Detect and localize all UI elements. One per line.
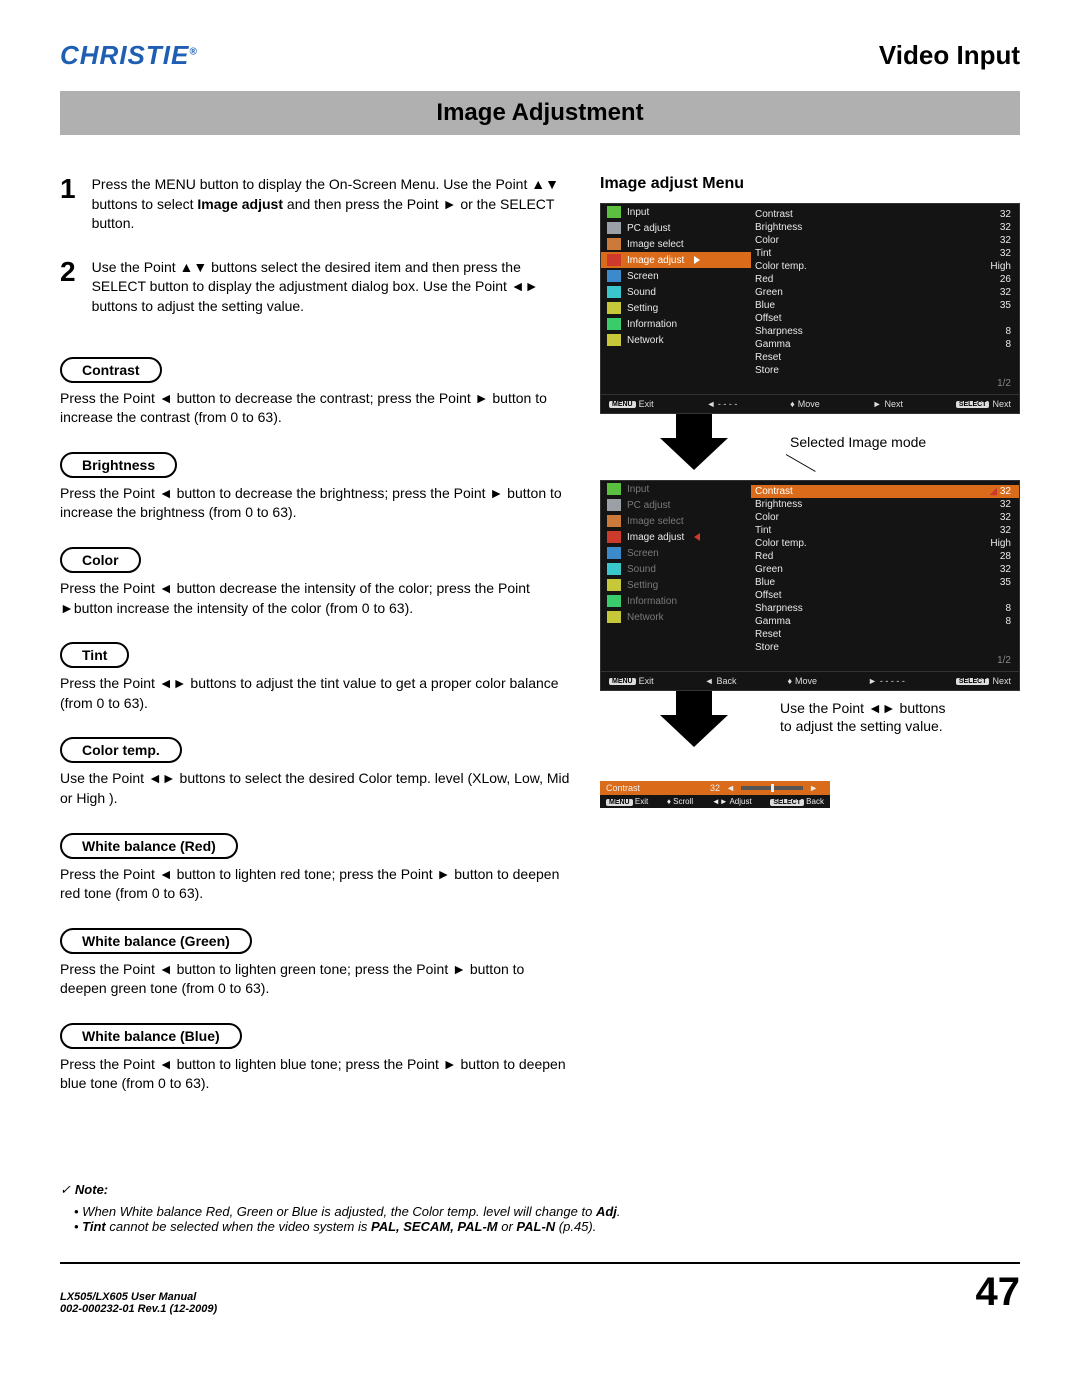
osd-menu-item: Screen [601,268,751,284]
page-number: 47 [976,1270,1021,1315]
osd-menu-item: Information [601,593,751,609]
osd-menu-item: Image select [601,513,751,529]
osd-param-row: Store [755,364,1011,377]
osd-param-row: Color32 [755,234,1011,247]
footer-info: LX505/LX605 User Manual 002-000232-01 Re… [60,1291,217,1315]
osd-menu-item: Input [601,204,751,220]
param-desc: Press the Point ◄ button to decrease the… [60,484,570,523]
param-pill: Color [60,547,141,573]
osd-param-row: Color temp.High [755,537,1011,550]
param-desc: Press the Point ◄ button to decrease the… [60,389,570,428]
osd-menu-item: Sound [601,284,751,300]
osd-param-row: Offset [755,589,1011,602]
osd-param-row: Color temp.High [755,260,1011,273]
osd-param-row: Blue35 [755,299,1011,312]
osd-param-row: Sharpness8 [755,602,1011,615]
param-desc: Press the Point ◄ button to lighten blue… [60,1055,570,1094]
note-item: Tint cannot be selected when the video s… [74,1219,1020,1234]
osd-adjustment-dialog: Contrast 32◄► MENU Exit ♦ Scroll ◄► Adju… [600,781,830,808]
osd-param-row: Blue35 [755,576,1011,589]
param-desc: Press the Point ◄► buttons to adjust the… [60,674,570,713]
param-pill: Contrast [60,357,162,383]
osd-param-row: Gamma8 [755,615,1011,628]
osd-menu-item: Setting [601,577,751,593]
osd-param-row: Contrast32 [755,208,1011,221]
osd-param-row: Color32 [755,511,1011,524]
osd-param-row: Store [755,641,1011,654]
param-pill: White balance (Green) [60,928,252,954]
osd-param-row: Reset [755,628,1011,641]
osd-param-row: Tint32 [755,247,1011,260]
param-pill: White balance (Red) [60,833,238,859]
osd-menu-item: Network [601,332,751,348]
param-pill: Tint [60,642,129,668]
osd-menu-item: Screen [601,545,751,561]
step-number: 1 [60,175,76,234]
osd-param-row: Brightness32 [755,221,1011,234]
note-block: Note: When White balance Red, Green or B… [60,1182,1020,1234]
step-text: Use the Point ▲▼ buttons select the desi… [92,258,570,317]
right-subhead: Image adjust Menu [600,175,1020,193]
osd-param-row: Green32 [755,286,1011,299]
osd-param-row: Gamma8 [755,338,1011,351]
note-item: When White balance Red, Green or Blue is… [74,1204,1020,1219]
osd-menu-item: Information [601,316,751,332]
osd-menu-item: Input [601,481,751,497]
osd-menu-item: Setting [601,300,751,316]
osd-menu-item: Image adjust [601,252,751,268]
osd-menu-item: Image adjust [601,529,751,545]
osd-screenshot-1: InputPC adjustImage selectImage adjustSc… [600,203,1020,414]
osd-param-row: Tint32 [755,524,1011,537]
osd-param-row: Offset [755,312,1011,325]
osd-menu-item: Network [601,609,751,625]
osd-menu-item: Sound [601,561,751,577]
param-desc: Use the Point ◄► buttons to select the d… [60,769,570,808]
osd-menu-item: PC adjust [601,497,751,513]
brand-logo: CHRISTIE® [60,40,198,71]
step-number: 2 [60,258,76,317]
osd-param-row: Sharpness8 [755,325,1011,338]
osd-menu-item: Image select [601,236,751,252]
param-pill: Brightness [60,452,177,478]
page-banner: Image Adjustment [60,91,1020,135]
osd-param-row: Reset [755,351,1011,364]
param-desc: Press the Point ◄ button decrease the in… [60,579,570,618]
osd-menu-item: PC adjust [601,220,751,236]
callout-adjust: Use the Point ◄► buttons to adjust the s… [780,699,950,735]
callout-selected-mode: Selected Image mode [790,434,926,450]
param-desc: Press the Point ◄ button to lighten red … [60,865,570,904]
section-title: Video Input [879,40,1020,71]
osd-param-row: Green32 [755,563,1011,576]
osd-param-row: Red28 [755,550,1011,563]
param-pill: Color temp. [60,737,182,763]
osd-param-row: Brightness32 [755,498,1011,511]
osd-screenshot-2: InputPC adjustImage selectImage adjustSc… [600,480,1020,691]
param-pill: White balance (Blue) [60,1023,242,1049]
osd-param-row: Red26 [755,273,1011,286]
param-desc: Press the Point ◄ button to lighten gree… [60,960,570,999]
step-text: Press the MENU button to display the On-… [92,175,570,234]
osd-param-row: Contrast◢ 32 [751,485,1019,498]
